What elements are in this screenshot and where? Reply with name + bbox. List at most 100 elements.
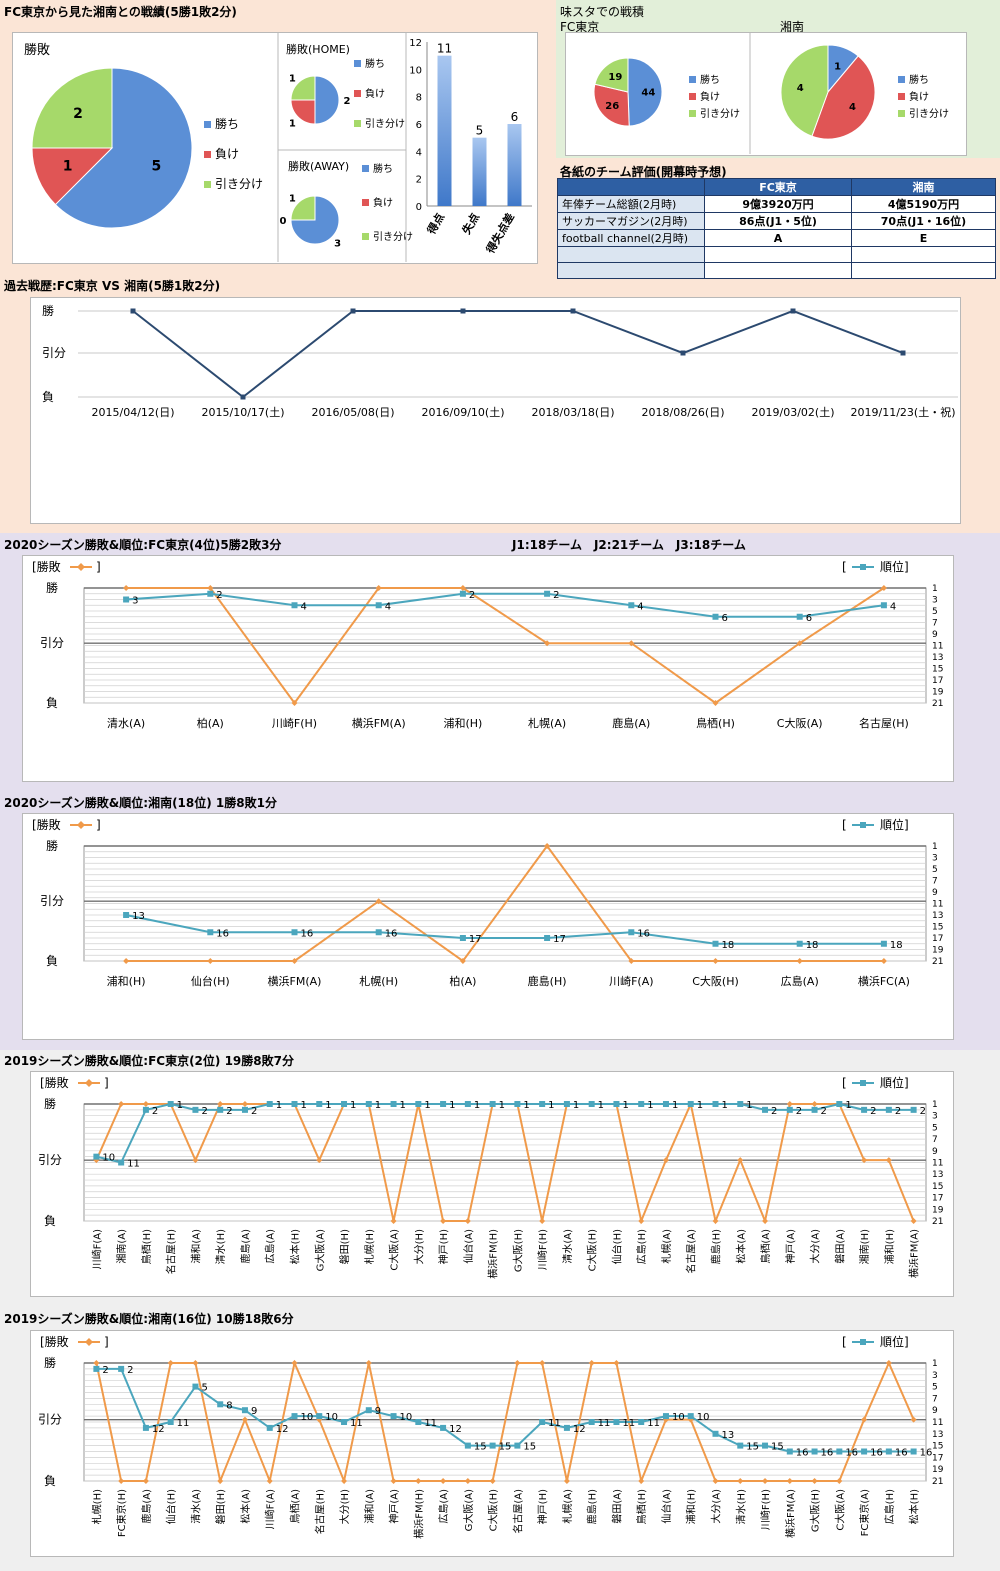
result-point: [712, 958, 719, 964]
rank-value-label: 16: [385, 928, 398, 939]
s2020-fc-title: 2020シーズン勝敗&順位:FC東京(4位)5勝2敗3分: [4, 538, 282, 552]
x-axis-label: 松本(H): [289, 1229, 302, 1264]
result-point: [628, 640, 635, 647]
rank-tick-label: 7: [932, 1135, 938, 1145]
pie-value-label: 1: [289, 73, 296, 84]
x-axis-label: 大分(H): [338, 1489, 351, 1524]
rank-point: [910, 1106, 917, 1113]
result-point: [291, 700, 298, 706]
rank-point: [628, 929, 635, 936]
result-line: [126, 844, 884, 963]
x-axis-label: 清水(A): [107, 717, 145, 730]
eval-row-label: 年俸チーム総額(2月時): [557, 195, 705, 213]
legend-rank-label: 順位]: [880, 817, 909, 832]
legend-result-label: [勝敗: [40, 1334, 69, 1349]
result-point: [613, 1360, 620, 1366]
y-axis-label: 負: [46, 696, 58, 710]
rank-value-label: 11: [622, 1418, 635, 1429]
rank-value-label: 12: [152, 1424, 165, 1435]
rank-value-label: 3: [132, 596, 138, 607]
rank-point: [123, 912, 130, 918]
result-point: [638, 1218, 645, 1224]
rank-point: [341, 1101, 348, 1107]
rank-tick-label: 15: [932, 665, 943, 675]
rank-value-label: 1: [697, 1100, 703, 1111]
rank-point: [880, 602, 887, 609]
result-point: [291, 958, 298, 964]
y-axis-label: 引分: [40, 636, 64, 650]
legend-result-label: [勝敗: [40, 1075, 69, 1090]
bar: [437, 55, 452, 207]
pie-slice: [290, 195, 316, 221]
rank-point: [712, 1430, 719, 1437]
legend-label: 勝ち: [373, 162, 393, 175]
legend-bracket: [: [842, 1335, 847, 1349]
y-axis-label: 引分: [42, 346, 66, 360]
rank-point: [266, 1424, 273, 1431]
rank-value-label: 1: [845, 1100, 851, 1111]
legend-label: 引き分け: [365, 118, 405, 130]
x-axis-label: 2019/11/23(土・祝): [851, 405, 956, 419]
x-axis-label: 浦和(H): [443, 717, 482, 730]
rank-tick-label: 1: [932, 584, 938, 594]
rank-value-label: 1: [325, 1100, 331, 1111]
rank-point: [514, 1101, 521, 1107]
rank-point: [712, 940, 719, 947]
rank-point: [861, 1448, 868, 1455]
result-point: [241, 1101, 248, 1107]
x-axis-label: 清水(H): [214, 1229, 227, 1264]
result-point: [316, 1157, 323, 1164]
rank-point: [836, 1448, 843, 1455]
rank-value-label: 16: [870, 1448, 883, 1459]
result-point: [118, 1478, 125, 1484]
rank-tick-label: 13: [932, 1170, 943, 1180]
legend-swatch: [898, 110, 905, 117]
rank-line: [126, 592, 885, 618]
bar-tick-label: 4: [416, 147, 422, 158]
x-axis-label: 鹿島(H): [586, 1489, 599, 1524]
rank-point: [762, 1442, 769, 1449]
legend-label: 勝ち: [909, 73, 929, 86]
rank-value-label: 1: [400, 1100, 406, 1111]
y-axis-label: 勝: [42, 303, 54, 318]
rank-value-label: 16: [821, 1448, 834, 1459]
eval-row-label: サッカーマガジン(2月時): [557, 212, 705, 230]
x-axis-label: 横浜FM(A): [784, 1489, 797, 1538]
x-axis-label: 横浜FM(H): [487, 1229, 500, 1279]
pie-title: 勝敗: [24, 43, 50, 58]
rank-value-label: 10: [301, 1412, 314, 1423]
result-point: [489, 1478, 496, 1484]
rank-tick-label: 21: [932, 1217, 943, 1227]
rank-point: [459, 935, 466, 941]
history-point: [900, 350, 906, 356]
rank-tick-label: 1: [932, 842, 938, 852]
rank-point: [613, 1101, 620, 1107]
rank-point: [375, 929, 382, 936]
rank-point: [811, 1106, 818, 1113]
x-axis-label: 名古屋(A): [511, 1489, 524, 1534]
rank-value-label: 11: [598, 1418, 611, 1429]
rank-point: [836, 1101, 843, 1107]
legend-bracket: ]: [104, 1335, 109, 1349]
legend-swatch: [204, 151, 211, 158]
result-point: [836, 1478, 843, 1484]
x-axis-label: 横浜FM(A): [352, 716, 406, 730]
legend-swatch: [354, 120, 361, 127]
x-axis-label: 清水(A): [189, 1489, 202, 1524]
rank-value-label: 1: [499, 1100, 505, 1111]
history-point: [570, 308, 576, 314]
s2020-sh-title: 2020シーズン勝敗&順位:湘南(18位) 1勝8敗1分: [4, 796, 277, 810]
result-point: [910, 1416, 917, 1423]
legend-label: 勝ち: [365, 57, 385, 70]
y-axis-label: 負: [42, 390, 54, 404]
legend-bracket: [: [842, 1076, 847, 1090]
bar-value-label: 6: [511, 110, 519, 124]
rank-tick-label: 21: [932, 699, 943, 709]
x-axis-label: G大阪(H): [511, 1229, 524, 1272]
x-axis-label: 浦和(H): [883, 1229, 896, 1264]
rank-tick-label: 5: [932, 607, 938, 617]
rank-value-label: 2: [771, 1106, 777, 1117]
x-axis-label: 磐田(H): [338, 1229, 351, 1264]
eval-fc-value: A: [704, 229, 852, 247]
x-axis-label: 神戸(A): [784, 1229, 797, 1264]
